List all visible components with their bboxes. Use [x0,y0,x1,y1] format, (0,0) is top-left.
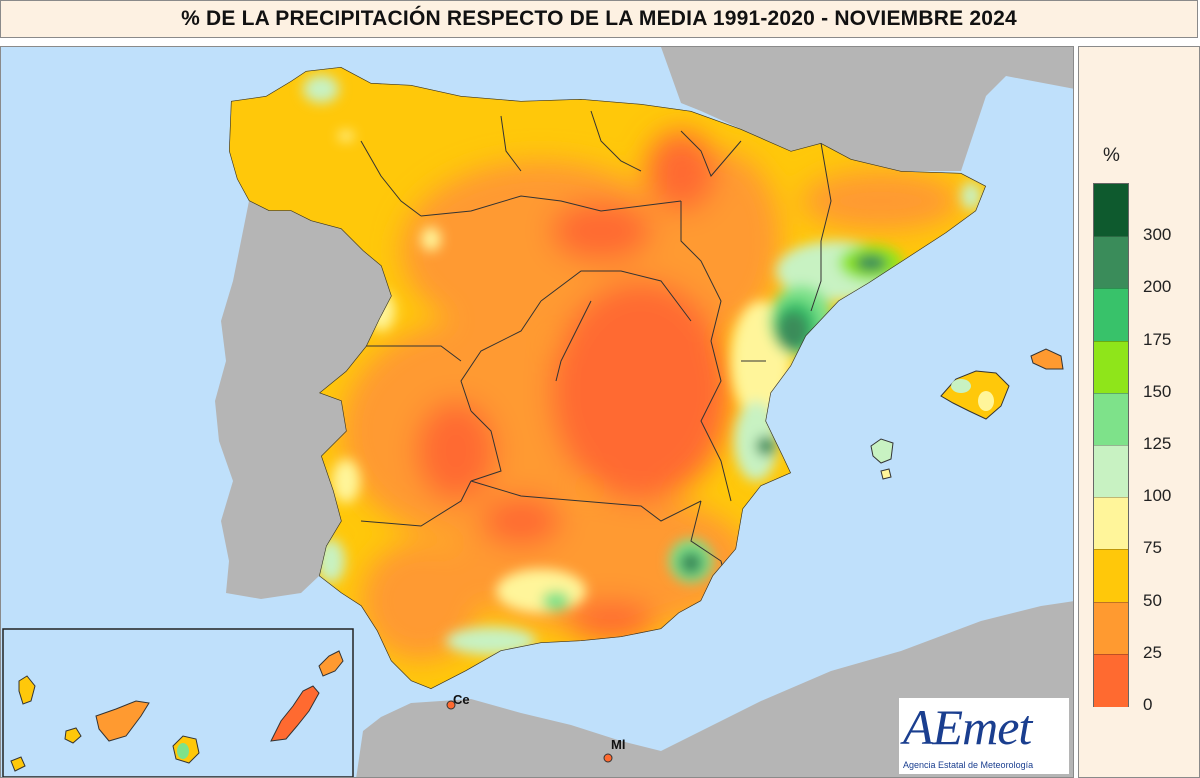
portugal-land [215,201,391,599]
legend-swatch [1094,653,1128,707]
legend-swatch [1094,392,1128,446]
france-land [661,47,1073,171]
africa-land [356,601,1073,777]
el-hierro [10,756,26,772]
legend-separator [1094,497,1128,499]
legend-swatch [1094,288,1128,342]
legend-separator [1094,392,1128,394]
legend-label: 300 [1143,225,1172,245]
la-gomera [64,727,82,744]
title-bar: % DE LA PRECIPITACIÓN RESPECTO DE LA MED… [0,0,1198,38]
legend-separator [1094,653,1128,655]
melilla-marker [603,753,613,763]
tenerife [95,700,150,742]
legend-separator [1094,549,1128,551]
legend-swatch [1094,497,1128,551]
fuerteventura [270,685,320,742]
legend-separator [1094,288,1128,290]
logo-wordmark: AEmet [903,699,1032,755]
canary-inset [2,628,354,777]
balearic-islands [870,348,1064,480]
legend-label: 75 [1143,538,1162,558]
aemet-logo: AEmet Agencia Estatal de Meteorología [899,698,1069,774]
legend-panel: % 300 200 175 150 125 100 75 50 25 0 [1078,46,1200,778]
la-palma [18,675,36,705]
melilla-label: Ml [611,737,626,752]
map-frame: Ce Ml [0,46,1074,778]
logo-subtitle: Agencia Estatal de Meteorología [903,760,1034,770]
legend-label: 0 [1143,695,1153,714]
legend-unit: % [1103,145,1120,166]
legend-swatch [1094,184,1128,237]
ibiza [870,438,894,464]
legend-swatch [1094,601,1128,655]
precipitation-map [2,47,1073,777]
legend-separator [1094,340,1128,342]
legend-label: 150 [1143,381,1172,401]
lanzarote [318,650,344,677]
legend-separator [1094,236,1128,238]
legend-label: 125 [1143,434,1172,453]
legend-separator [1094,445,1128,446]
legend-swatch [1094,236,1128,290]
mallorca [940,370,1010,420]
legend-separator [1094,601,1128,603]
legend-swatch [1094,340,1128,394]
legend-label: 175 [1143,329,1172,349]
menorca [1030,348,1064,370]
legend-label: 25 [1143,642,1162,662]
legend-color-bar [1093,183,1129,707]
legend-label: 100 [1143,486,1172,506]
legend-label: 50 [1143,590,1162,610]
ceuta-marker [446,700,456,710]
ceuta-label: Ce [453,692,470,707]
legend-swatch [1094,445,1128,498]
legend-swatch [1094,549,1128,603]
legend-label: 200 [1143,277,1172,297]
map-title: % DE LA PRECIPITACIÓN RESPECTO DE LA MED… [181,7,1017,30]
